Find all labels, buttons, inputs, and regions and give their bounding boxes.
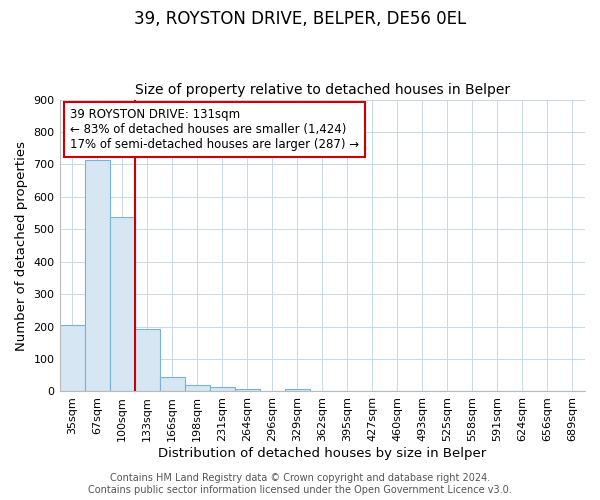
Title: Size of property relative to detached houses in Belper: Size of property relative to detached ho… — [135, 83, 510, 97]
X-axis label: Distribution of detached houses by size in Belper: Distribution of detached houses by size … — [158, 447, 487, 460]
Bar — [185, 384, 209, 392]
Bar — [285, 389, 310, 392]
Bar — [209, 387, 235, 392]
Bar — [160, 376, 185, 392]
Bar — [110, 218, 134, 392]
Text: 39 ROYSTON DRIVE: 131sqm
← 83% of detached houses are smaller (1,424)
17% of sem: 39 ROYSTON DRIVE: 131sqm ← 83% of detach… — [70, 108, 359, 152]
Bar — [134, 329, 160, 392]
Bar — [85, 160, 110, 392]
Bar — [235, 388, 260, 392]
Bar — [59, 326, 85, 392]
Text: Contains HM Land Registry data © Crown copyright and database right 2024.
Contai: Contains HM Land Registry data © Crown c… — [88, 474, 512, 495]
Y-axis label: Number of detached properties: Number of detached properties — [15, 140, 28, 350]
Text: 39, ROYSTON DRIVE, BELPER, DE56 0EL: 39, ROYSTON DRIVE, BELPER, DE56 0EL — [134, 10, 466, 28]
